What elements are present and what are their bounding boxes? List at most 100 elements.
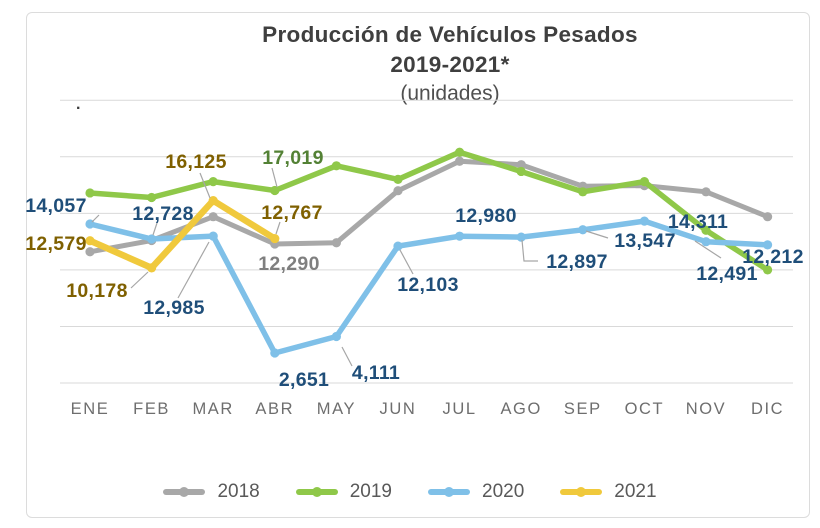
legend: 2018 2019 2020 2021 bbox=[0, 476, 820, 508]
legend-marker-dot-2020 bbox=[444, 486, 454, 497]
legend-item-2020: 2020 bbox=[428, 481, 524, 503]
point-2021-ABR bbox=[270, 233, 280, 244]
x-axis-label-JUL: JUL bbox=[443, 400, 477, 418]
point-2019-FEB bbox=[147, 192, 157, 203]
x-axis-label-ABR: ABR bbox=[255, 400, 294, 418]
point-2019-MAY bbox=[331, 161, 341, 171]
point-2019-ENE bbox=[85, 188, 95, 198]
chart-title-line2: 2019-2021* bbox=[390, 52, 510, 77]
point-2018-JUL bbox=[455, 156, 465, 166]
data-label-2020-FEB: 12,728 bbox=[132, 203, 193, 225]
data-label-2020-DIC: 12,212 bbox=[742, 246, 803, 268]
data-label-2020-MAY: 4,111 bbox=[352, 362, 400, 384]
point-2020-MAY bbox=[331, 331, 341, 342]
point-2019-JUL bbox=[455, 147, 465, 157]
point-2018-AGO bbox=[516, 160, 526, 170]
data-label-2018-ABR: 12,290 bbox=[258, 253, 319, 275]
data-label-2020-NOV: 12,491 bbox=[696, 263, 757, 285]
point-2020-DIC bbox=[763, 240, 773, 250]
x-axis-label-OCT: OCT bbox=[625, 400, 665, 418]
series-line-2020 bbox=[87, 218, 771, 356]
legend-label-2021: 2021 bbox=[614, 481, 657, 502]
legend-swatch-2019 bbox=[295, 486, 338, 497]
label-leader-2020-MAY bbox=[341, 346, 353, 367]
point-2018-JUN bbox=[393, 186, 403, 196]
data-label-2021-FEB: 10,178 bbox=[66, 280, 127, 302]
point-2021-MAR bbox=[208, 195, 218, 206]
chart-subtitle: (unidades) bbox=[400, 82, 500, 105]
point-2019-NOV bbox=[701, 225, 711, 235]
data-label-2020-JUL: 12,980 bbox=[455, 205, 516, 227]
legend-marker-dot-2021 bbox=[576, 486, 587, 497]
data-label-2020-SEP: 13,547 bbox=[614, 230, 675, 252]
data-label-2020-AGO: 12,897 bbox=[546, 251, 607, 273]
data-label-2021-ENE: 12,579 bbox=[25, 233, 86, 255]
point-2019-AGO bbox=[516, 166, 526, 177]
point-2018-DIC bbox=[763, 212, 773, 222]
point-2019-OCT bbox=[639, 177, 650, 187]
data-label-2020-ENE: 14,057 bbox=[25, 195, 86, 217]
label-leader-2021-FEB bbox=[130, 271, 149, 289]
point-2019-SEP bbox=[578, 187, 588, 197]
label-leader-2020-JUN bbox=[399, 249, 414, 275]
legend-item-2019: 2019 bbox=[295, 481, 392, 503]
data-label-2020-OCT: 14,311 bbox=[668, 211, 728, 233]
x-axis-label-AGO: AGO bbox=[500, 400, 541, 418]
point-2018-MAY bbox=[331, 238, 341, 248]
point-2020-SEP bbox=[578, 225, 588, 235]
x-axis-label-DIC: DIC bbox=[751, 400, 784, 418]
series-line-2019 bbox=[87, 149, 771, 273]
legend-swatch-2018 bbox=[163, 486, 206, 497]
data-label-2020-JUN: 12,103 bbox=[397, 274, 458, 296]
point-2020-JUN bbox=[393, 241, 403, 251]
point-2020-ABR bbox=[270, 348, 280, 358]
legend-item-2021: 2021 bbox=[560, 481, 657, 503]
x-axis-label-MAY: MAY bbox=[317, 400, 356, 418]
point-2021-ENE bbox=[85, 236, 95, 246]
legend-swatch-2020 bbox=[428, 486, 470, 497]
legend-marker-dot-2019 bbox=[311, 486, 322, 497]
chart-title-line1: Producción de Vehículos Pesados bbox=[262, 22, 638, 47]
legend-item-2018: 2018 bbox=[163, 481, 260, 503]
label-leader-2020-SEP bbox=[585, 230, 609, 239]
label-leader-2020-FEB bbox=[152, 222, 158, 236]
point-2020-JUL bbox=[455, 231, 465, 241]
point-2019-ABR bbox=[270, 185, 280, 196]
x-axis-label-SEP: SEP bbox=[564, 400, 602, 418]
label-leader-2020-NOV bbox=[694, 240, 722, 259]
point-2018-ENE bbox=[85, 247, 95, 257]
label-leader-2021-ABR bbox=[275, 221, 281, 235]
stray-dot: . bbox=[76, 96, 81, 113]
x-axis-label-NOV: NOV bbox=[686, 400, 727, 418]
point-2020-FEB bbox=[147, 234, 157, 244]
point-2018-MAR bbox=[208, 212, 218, 222]
title-block: Producción de Vehículos Pesados 2019-202… bbox=[100, 20, 800, 107]
data-label-2020-MAR: 12,985 bbox=[143, 297, 204, 319]
legend-label-2018: 2018 bbox=[217, 481, 260, 502]
point-2020-AGO bbox=[516, 232, 526, 242]
point-2019-DIC bbox=[763, 265, 773, 275]
legend-label-2019: 2019 bbox=[349, 481, 392, 502]
legend-label-2020: 2020 bbox=[482, 481, 525, 502]
legend-marker-dot-2018 bbox=[179, 486, 190, 497]
point-2020-OCT bbox=[639, 216, 650, 226]
point-2019-MAR bbox=[208, 177, 218, 187]
point-2020-NOV bbox=[701, 237, 711, 247]
data-label-2020-ABR: 2,651 bbox=[279, 369, 329, 391]
label-leader-2020-AGO bbox=[521, 239, 538, 262]
point-2020-MAR bbox=[208, 231, 218, 241]
label-leader-2021-MAR bbox=[199, 172, 211, 199]
x-axis-label-JUN: JUN bbox=[380, 400, 417, 418]
label-leader-2020-ENE bbox=[91, 214, 100, 223]
legend-swatch-2021 bbox=[560, 486, 603, 497]
point-2018-NOV bbox=[701, 187, 711, 197]
point-2019-JUN bbox=[393, 174, 403, 184]
data-label-2021-ABR: 12,767 bbox=[261, 202, 322, 224]
x-axis-label-FEB: FEB bbox=[133, 400, 170, 418]
point-2021-FEB bbox=[147, 263, 157, 273]
data-label-2021-MAR: 16,125 bbox=[165, 151, 226, 173]
x-axis-label-ENE: ENE bbox=[71, 400, 110, 418]
label-leader-2020-MAR bbox=[177, 241, 210, 299]
